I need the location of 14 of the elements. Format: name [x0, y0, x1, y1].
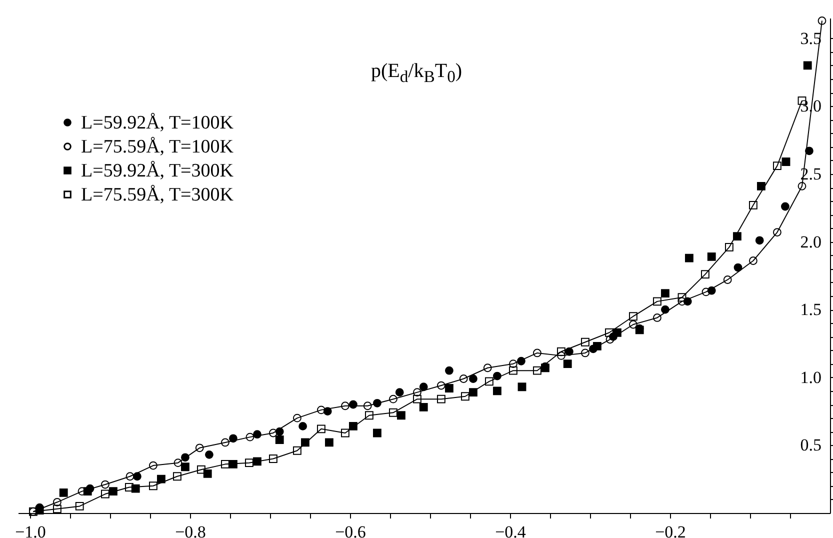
- legend-label: L=75.59Å, T=100K: [81, 136, 234, 158]
- legend-label: L=75.59Å, T=300K: [81, 184, 234, 206]
- x-tick-label: −1.0: [15, 522, 46, 538]
- legend-label: L=59.92Å, T=100K: [81, 112, 234, 134]
- text: p(E$_{d}$/k$_{B}$T$_{0}$): [370, 60, 464, 87]
- x-tick-label: −0.8: [175, 522, 206, 538]
- y-tick-label: 1.0: [800, 368, 822, 387]
- x-tick-label: −0.4: [495, 522, 526, 538]
- y-tick-label: 0.5: [800, 436, 822, 455]
- legend-label: L=59.92Å, T=300K: [81, 160, 234, 182]
- y-tick-label: 1.5: [800, 300, 822, 320]
- x-tick-label: −0.2: [655, 522, 686, 538]
- x-tick-label: −0.6: [335, 522, 366, 538]
- y-tick-label: 2.0: [800, 232, 822, 252]
